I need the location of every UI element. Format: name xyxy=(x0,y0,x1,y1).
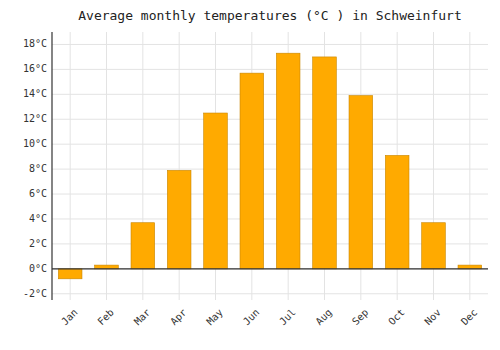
y-tick-label: 2°C xyxy=(29,238,47,249)
x-grid-line xyxy=(70,32,71,300)
y-grid-line xyxy=(52,293,488,294)
x-tick-label: Jul xyxy=(277,307,298,328)
bar xyxy=(276,53,300,269)
x-tick-label: Nov xyxy=(422,307,443,328)
x-grid-line xyxy=(106,32,107,300)
y-grid-line xyxy=(52,169,488,170)
x-tick-label: Mar xyxy=(132,307,153,328)
y-grid-line xyxy=(52,44,488,45)
bar xyxy=(385,155,409,268)
y-tick-label: -2°C xyxy=(23,288,47,299)
x-tick-label: Apr xyxy=(168,307,189,328)
y-grid-line xyxy=(52,268,488,269)
x-tick-label: May xyxy=(204,307,225,328)
grid xyxy=(52,32,488,300)
x-tick-label: Aug xyxy=(313,307,334,328)
y-tick-label: 10°C xyxy=(23,138,47,149)
y-grid-line xyxy=(52,194,488,195)
x-tick-label: Feb xyxy=(95,307,116,328)
bar xyxy=(131,223,155,269)
y-tick-label: 16°C xyxy=(23,63,47,74)
bar xyxy=(422,223,446,269)
x-tick-label: Dec xyxy=(459,307,480,328)
y-tick-label: 0°C xyxy=(29,263,47,274)
y-grid-line xyxy=(52,69,488,70)
chart: -2°C 0°C 2°C 4°C 6°C 8°C 10°C 12°C 14°C 16°C 18°C J… xyxy=(0,0,500,350)
title: Average monthly temperatures (°C ) in Sc… xyxy=(78,8,462,23)
y-tick-label: 12°C xyxy=(23,113,47,124)
y-tick-label: 14°C xyxy=(23,88,47,99)
y-grid-line xyxy=(52,119,488,120)
y-axis-line xyxy=(51,32,52,300)
bar xyxy=(167,170,191,268)
y-tick-label: 18°C xyxy=(23,38,47,49)
bar xyxy=(240,73,264,269)
y-grid-line xyxy=(52,218,488,219)
y-grid-line xyxy=(52,144,488,145)
bar xyxy=(349,96,373,269)
bar xyxy=(204,113,228,269)
x-tick-label: Jan xyxy=(59,307,80,328)
baseline xyxy=(52,268,488,269)
x-tick-label: Oct xyxy=(386,307,407,328)
x-tick-label: Sep xyxy=(350,307,371,328)
x-grid-line xyxy=(469,32,470,300)
bar xyxy=(58,269,82,279)
bars xyxy=(58,53,481,279)
x-tick-label: Jun xyxy=(241,307,262,328)
y-tick-label: 8°C xyxy=(29,163,47,174)
y-tick-label: 4°C xyxy=(29,213,47,224)
chart-container: -2°C 0°C 2°C 4°C 6°C 8°C 10°C 12°C 14°C 16°C 18°C J… xyxy=(0,0,500,350)
y-grid-line xyxy=(52,94,488,95)
y-tick-label: 6°C xyxy=(29,188,47,199)
bar xyxy=(313,57,337,269)
y-axis: -2°C 0°C 2°C 4°C 6°C 8°C 10°C 12°C 14°C 16°C 18°C xyxy=(23,38,47,298)
x-axis: Jan Feb Mar Apr May Jun Jul Aug Sep Oct Nov Dec xyxy=(59,307,479,328)
